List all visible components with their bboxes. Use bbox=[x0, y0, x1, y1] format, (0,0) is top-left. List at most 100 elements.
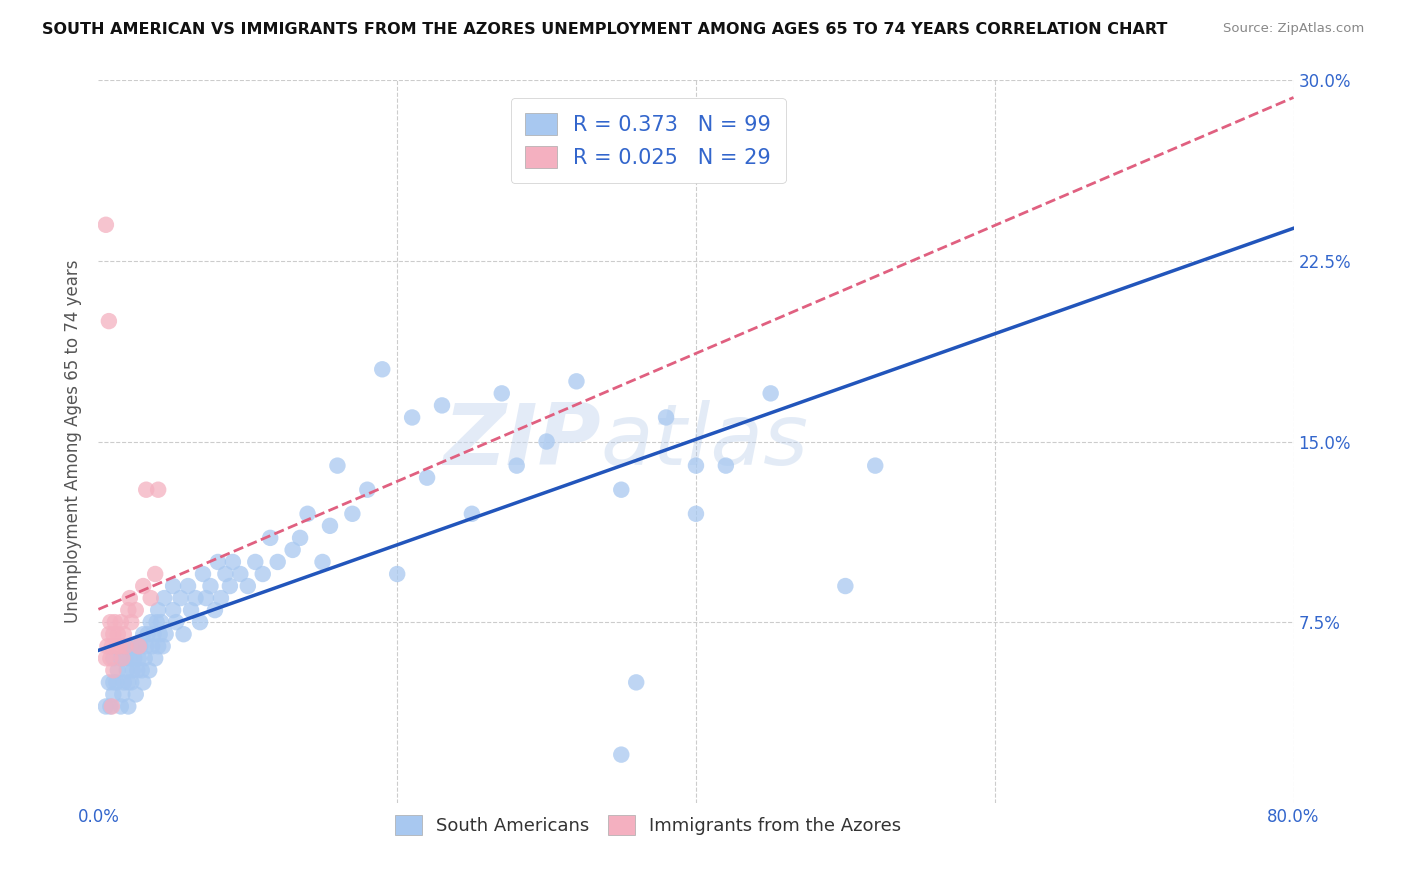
Point bbox=[297, 507, 319, 521]
Point bbox=[103, 627, 125, 641]
Point bbox=[139, 615, 162, 630]
Point bbox=[121, 664, 143, 678]
Point bbox=[107, 664, 129, 678]
Point bbox=[169, 591, 191, 605]
Text: SOUTH AMERICAN VS IMMIGRANTS FROM THE AZORES UNEMPLOYMENT AMONG AGES 65 TO 74 YE: SOUTH AMERICAN VS IMMIGRANTS FROM THE AZ… bbox=[42, 22, 1167, 37]
Point bbox=[865, 458, 887, 473]
Point bbox=[132, 675, 155, 690]
Point bbox=[114, 639, 136, 653]
Point bbox=[430, 398, 453, 412]
Point bbox=[108, 639, 131, 653]
Point bbox=[110, 699, 132, 714]
Point bbox=[153, 591, 176, 605]
Point bbox=[136, 627, 159, 641]
Point bbox=[128, 639, 150, 653]
Point bbox=[177, 579, 200, 593]
Point bbox=[117, 603, 139, 617]
Point bbox=[143, 651, 166, 665]
Point bbox=[149, 627, 172, 641]
Point bbox=[103, 664, 125, 678]
Point bbox=[311, 555, 333, 569]
Point bbox=[141, 639, 163, 653]
Point bbox=[148, 603, 170, 617]
Point bbox=[195, 591, 218, 605]
Point bbox=[117, 699, 139, 714]
Text: Source: ZipAtlas.com: Source: ZipAtlas.com bbox=[1223, 22, 1364, 36]
Point bbox=[96, 639, 118, 653]
Point bbox=[120, 639, 142, 653]
Point bbox=[319, 518, 342, 533]
Point bbox=[714, 458, 737, 473]
Point bbox=[118, 651, 141, 665]
Point bbox=[115, 664, 138, 678]
Point bbox=[132, 627, 155, 641]
Point bbox=[128, 651, 150, 665]
Point bbox=[101, 699, 124, 714]
Point bbox=[143, 567, 166, 582]
Point bbox=[132, 579, 155, 593]
Point bbox=[610, 747, 633, 762]
Point bbox=[129, 639, 152, 653]
Point bbox=[110, 651, 132, 665]
Point bbox=[131, 664, 153, 678]
Point bbox=[118, 591, 141, 605]
Point bbox=[288, 531, 311, 545]
Point bbox=[401, 410, 423, 425]
Point bbox=[97, 627, 120, 641]
Point bbox=[685, 507, 707, 521]
Point bbox=[135, 639, 157, 653]
Point bbox=[162, 603, 184, 617]
Point bbox=[536, 434, 558, 449]
Point bbox=[125, 639, 148, 653]
Point bbox=[117, 675, 139, 690]
Point bbox=[155, 627, 177, 641]
Point bbox=[191, 567, 214, 582]
Point bbox=[134, 651, 156, 665]
Text: ZIP: ZIP bbox=[443, 400, 600, 483]
Point bbox=[94, 699, 117, 714]
Point bbox=[120, 675, 142, 690]
Point bbox=[111, 687, 134, 701]
Point bbox=[97, 675, 120, 690]
Point bbox=[105, 675, 128, 690]
Point bbox=[145, 615, 167, 630]
Point bbox=[125, 603, 148, 617]
Point bbox=[173, 627, 195, 641]
Point bbox=[356, 483, 378, 497]
Point bbox=[162, 579, 184, 593]
Point bbox=[138, 664, 160, 678]
Point bbox=[135, 483, 157, 497]
Point bbox=[114, 639, 136, 653]
Point bbox=[98, 615, 122, 630]
Point bbox=[214, 567, 236, 582]
Point bbox=[148, 483, 170, 497]
Point bbox=[655, 410, 678, 425]
Point bbox=[101, 639, 124, 653]
Point bbox=[139, 591, 162, 605]
Point bbox=[236, 579, 259, 593]
Point bbox=[219, 579, 242, 593]
Point bbox=[165, 615, 187, 630]
Point bbox=[416, 470, 439, 484]
Y-axis label: Unemployment Among Ages 65 to 74 years: Unemployment Among Ages 65 to 74 years bbox=[63, 260, 82, 624]
Point bbox=[152, 639, 174, 653]
Point bbox=[94, 651, 117, 665]
Point bbox=[120, 615, 142, 630]
Point bbox=[104, 615, 127, 630]
Point bbox=[200, 579, 222, 593]
Point bbox=[112, 675, 135, 690]
Point bbox=[222, 555, 245, 569]
Point bbox=[506, 458, 529, 473]
Point bbox=[103, 675, 125, 690]
Point bbox=[124, 651, 146, 665]
Point bbox=[94, 218, 117, 232]
Point bbox=[342, 507, 364, 521]
Point bbox=[97, 314, 120, 328]
Point bbox=[209, 591, 232, 605]
Point bbox=[565, 374, 588, 388]
Point bbox=[105, 639, 128, 653]
Point bbox=[610, 483, 633, 497]
Point bbox=[114, 651, 136, 665]
Point bbox=[150, 615, 173, 630]
Point bbox=[103, 687, 125, 701]
